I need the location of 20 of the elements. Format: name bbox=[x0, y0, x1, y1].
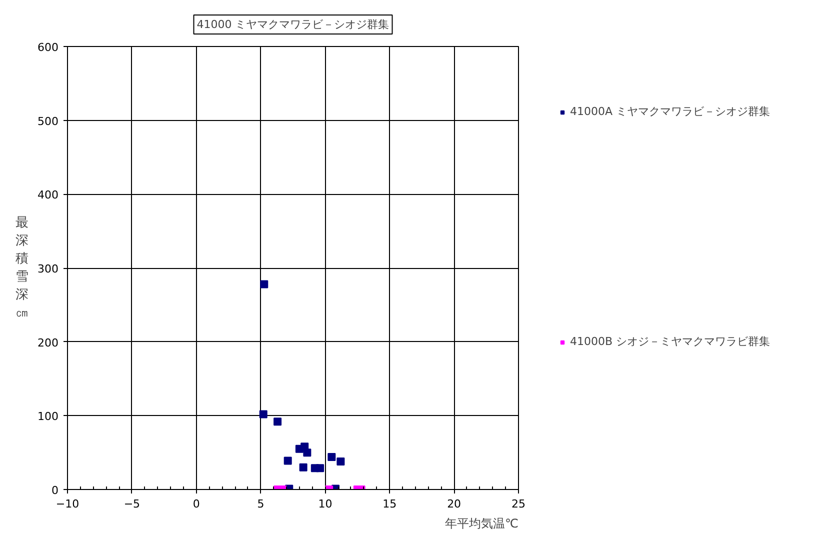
x-tick-label: 20 bbox=[447, 498, 462, 510]
x-tick-label: 25 bbox=[512, 498, 526, 510]
legend-label: 41000A ミヤマクマワラビ－シオジ群集 bbox=[570, 104, 770, 119]
y-axis-title: 最深積雪深㎝ bbox=[16, 216, 29, 320]
y-tick-label: 100 bbox=[38, 410, 59, 424]
y-tick-label: 600 bbox=[38, 41, 59, 54]
y-tick-label: 0 bbox=[52, 484, 58, 497]
y-tick-label: 500 bbox=[38, 114, 59, 128]
x-tick-label: −10 bbox=[56, 498, 80, 510]
y-tick-label: 400 bbox=[38, 188, 59, 202]
x-tick-label: 0 bbox=[192, 498, 200, 510]
x-tick-label: 5 bbox=[257, 498, 264, 510]
legend-label: 41000B シオジ－ミヤマクマワラビ群集 bbox=[570, 334, 770, 349]
x-tick-label: −5 bbox=[124, 498, 140, 510]
x-tick-label: 10 bbox=[318, 498, 332, 510]
x-tick-label: 15 bbox=[382, 498, 397, 510]
x-axis-title: 年平均気温℃ bbox=[445, 516, 519, 530]
y-tick-label: 200 bbox=[38, 336, 59, 350]
y-tick-label: 300 bbox=[38, 262, 59, 276]
chart-title: 41000 ミヤマクマワラビ－シオジ群集 bbox=[196, 18, 390, 31]
